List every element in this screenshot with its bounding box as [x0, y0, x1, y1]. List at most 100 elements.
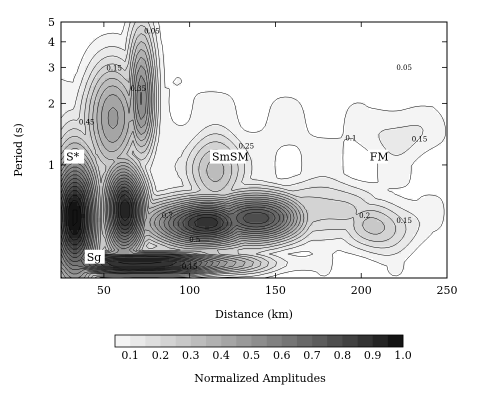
heatmap-cell	[429, 134, 434, 139]
heatmap-cell	[253, 66, 258, 71]
heatmap-cell	[301, 26, 306, 31]
heatmap-cell	[185, 226, 190, 231]
heatmap-cell	[277, 138, 282, 143]
heatmap-cell	[257, 198, 262, 203]
heatmap-cell	[217, 106, 222, 111]
heatmap-cell	[121, 202, 126, 207]
heatmap-cell	[89, 186, 94, 191]
heatmap-cell	[257, 70, 262, 75]
heatmap-cell	[289, 206, 294, 211]
heatmap-cell	[281, 66, 286, 71]
heatmap-cell	[229, 126, 234, 131]
heatmap-cell	[153, 186, 158, 191]
heatmap-cell	[373, 206, 378, 211]
heatmap-cell	[433, 194, 438, 199]
heatmap-cell	[157, 90, 162, 95]
heatmap-cell	[85, 150, 90, 155]
heatmap-cell	[273, 74, 278, 79]
heatmap-cell	[369, 214, 374, 219]
heatmap-cell	[277, 30, 282, 35]
heatmap-cell	[61, 194, 66, 199]
heatmap-cell	[337, 114, 342, 119]
heatmap-cell	[405, 150, 410, 155]
heatmap-cell	[105, 94, 110, 99]
heatmap-cell	[93, 34, 98, 39]
heatmap-cell	[153, 198, 158, 203]
heatmap-cell	[229, 74, 234, 79]
heatmap-cell	[233, 146, 238, 151]
heatmap-cell	[193, 162, 198, 167]
heatmap-cell	[369, 38, 374, 43]
heatmap-cell	[385, 106, 390, 111]
heatmap-cell	[85, 94, 90, 99]
heatmap-cell	[305, 142, 310, 147]
heatmap-cell	[229, 62, 234, 67]
heatmap-cell	[421, 198, 426, 203]
heatmap-cell	[421, 162, 426, 167]
heatmap-cell	[89, 194, 94, 199]
heatmap-cell	[133, 106, 138, 111]
heatmap-cell	[305, 30, 310, 35]
heatmap-cell	[93, 114, 98, 119]
heatmap-cell	[233, 142, 238, 147]
heatmap-cell	[109, 46, 114, 51]
heatmap-cell	[125, 158, 130, 163]
heatmap-cell	[273, 130, 278, 135]
heatmap-cell	[385, 170, 390, 175]
heatmap-cell	[437, 122, 442, 127]
heatmap-cell	[193, 42, 198, 47]
heatmap-cell	[241, 118, 246, 123]
heatmap-cell	[421, 102, 426, 107]
heatmap-cell	[337, 90, 342, 95]
heatmap-cell	[153, 90, 158, 95]
heatmap-cell	[397, 142, 402, 147]
heatmap-cell	[309, 198, 314, 203]
heatmap-cell	[133, 126, 138, 131]
heatmap-cell	[405, 74, 410, 79]
heatmap-cell	[181, 214, 186, 219]
heatmap-cell	[345, 110, 350, 115]
heatmap-cell	[421, 210, 426, 215]
heatmap-cell	[253, 170, 258, 175]
heatmap-cell	[257, 50, 262, 55]
heatmap-cell	[249, 102, 254, 107]
heatmap-cell	[325, 90, 330, 95]
heatmap-cell	[441, 210, 446, 215]
heatmap-cell	[93, 110, 98, 115]
heatmap-cell	[161, 106, 166, 111]
heatmap-cell	[161, 62, 166, 67]
heatmap-cell	[125, 86, 130, 91]
heatmap-cell	[353, 86, 358, 91]
heatmap-cell	[445, 190, 447, 195]
heatmap-cell	[385, 186, 390, 191]
heatmap-cell	[109, 110, 114, 115]
heatmap-cell	[293, 50, 298, 55]
heatmap-cell	[329, 58, 334, 63]
heatmap-cell	[173, 222, 178, 227]
heatmap-cell	[277, 58, 282, 63]
heatmap-cell	[333, 58, 338, 63]
heatmap-cell	[373, 106, 378, 111]
heatmap-cell	[257, 142, 262, 147]
heatmap-cell	[85, 22, 90, 27]
heatmap-cell	[389, 74, 394, 79]
heatmap-cell	[225, 38, 230, 43]
heatmap-cell	[313, 50, 318, 55]
heatmap-cell	[413, 174, 418, 179]
heatmap-cell	[429, 130, 434, 135]
heatmap-cell	[73, 42, 78, 47]
heatmap-cell	[269, 162, 274, 167]
heatmap-cell	[397, 134, 402, 139]
heatmap-cell	[197, 62, 202, 67]
heatmap-cell	[61, 34, 66, 39]
heatmap-cell	[365, 70, 370, 75]
heatmap-cell	[97, 102, 102, 107]
heatmap-cell	[153, 142, 158, 147]
heatmap-cell	[309, 54, 314, 59]
heatmap-cell	[433, 130, 438, 135]
heatmap-cell	[177, 178, 182, 183]
heatmap-cell	[401, 30, 406, 35]
heatmap-cell	[361, 146, 366, 151]
heatmap-cell	[229, 46, 234, 51]
heatmap-cell	[141, 202, 146, 207]
